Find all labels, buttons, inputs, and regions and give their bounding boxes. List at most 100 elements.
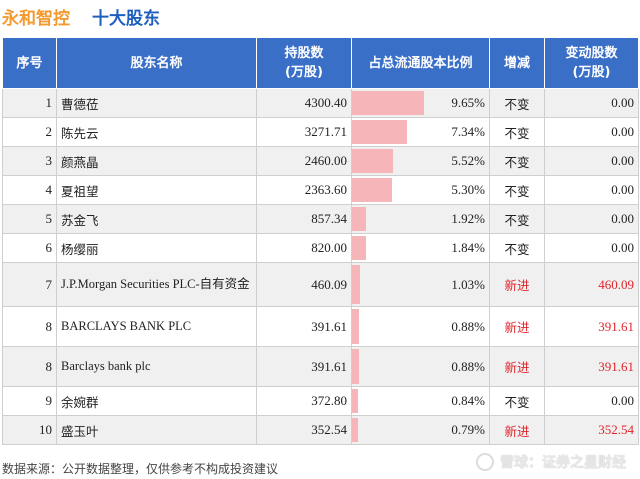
row-index: 5 xyxy=(2,204,57,234)
change-status: 新进 xyxy=(489,306,545,347)
table-row: 2 陈先云 3271.71 7.34% 不变 0.00 xyxy=(2,117,639,147)
shares-held: 460.09 xyxy=(256,262,352,307)
share-change: 391.61 xyxy=(544,346,639,387)
float-ratio-cell: 1.84% xyxy=(351,233,490,263)
share-change: 0.00 xyxy=(544,88,639,118)
row-index: 9 xyxy=(2,386,57,416)
ratio-bar xyxy=(352,149,394,173)
holder-name: J.P.Morgan Securities PLC-自有资金 xyxy=(56,262,257,307)
holder-name: 颜燕晶 xyxy=(56,146,257,176)
change-status: 不变 xyxy=(489,175,545,205)
change-status: 不变 xyxy=(489,88,545,118)
shares-held: 4300.40 xyxy=(256,88,352,118)
share-change: 0.00 xyxy=(544,386,639,416)
shares-held: 372.80 xyxy=(256,386,352,416)
change-status: 不变 xyxy=(489,204,545,234)
holder-name: 苏金飞 xyxy=(56,204,257,234)
ratio-value: 1.84% xyxy=(451,240,485,255)
shares-held: 2460.00 xyxy=(256,146,352,176)
float-ratio-cell: 7.34% xyxy=(351,117,490,147)
ratio-bar xyxy=(352,178,392,202)
ratio-value: 9.65% xyxy=(451,95,485,110)
ratio-bar xyxy=(352,389,359,413)
ratio-value: 0.88% xyxy=(451,358,485,374)
float-ratio-cell: 5.52% xyxy=(351,146,490,176)
holder-name: 曹德莅 xyxy=(56,88,257,118)
data-source-note: 数据来源：公开数据整理，仅供参考不构成投资建议 xyxy=(2,462,279,476)
change-status: 新进 xyxy=(489,262,545,307)
table-row: 8 Barclays bank plc 391.61 0.88% 新进 391.61 xyxy=(2,346,639,387)
holder-name: 杨缨丽 xyxy=(56,233,257,263)
float-ratio-cell: 0.88% xyxy=(351,346,490,387)
float-ratio-cell: 1.03% xyxy=(351,262,490,307)
float-ratio-cell: 5.30% xyxy=(351,175,490,205)
share-change: 352.54 xyxy=(544,415,639,445)
col-header-delta: 变动股数 (万股) xyxy=(544,37,639,89)
company-name: 永和智控 xyxy=(2,9,70,29)
table-row: 9 余婉群 372.80 0.84% 不变 0.00 xyxy=(2,386,639,416)
row-index: 8 xyxy=(2,346,57,387)
top-holders-table: 序号 股东名称 持股数 (万股) 占总流通股本比例 增减 变动股数 (万股) 1… xyxy=(2,37,639,445)
change-status: 不变 xyxy=(489,386,545,416)
change-status: 不变 xyxy=(489,146,545,176)
change-status: 不变 xyxy=(489,233,545,263)
section-title: 十大股东 xyxy=(92,9,160,29)
col-header-shares: 持股数 (万股) xyxy=(256,37,352,89)
col-header-change: 增减 xyxy=(489,37,545,89)
table-header-row: 序号 股东名称 持股数 (万股) 占总流通股本比例 增减 变动股数 (万股) xyxy=(2,37,639,89)
ratio-bar xyxy=(352,120,407,144)
share-change: 0.00 xyxy=(544,204,639,234)
shares-held: 2363.60 xyxy=(256,175,352,205)
row-index: 7 xyxy=(2,262,57,307)
share-change: 0.00 xyxy=(544,117,639,147)
row-index: 2 xyxy=(2,117,57,147)
table-row: 1 曹德莅 4300.40 9.65% 不变 0.00 xyxy=(2,88,639,118)
ratio-bar xyxy=(352,236,366,260)
ratio-value: 7.34% xyxy=(451,124,485,139)
share-change: 460.09 xyxy=(544,262,639,307)
holder-name: 陈先云 xyxy=(56,117,257,147)
ratio-bar xyxy=(352,349,359,384)
shares-held: 857.34 xyxy=(256,204,352,234)
table-row: 3 颜燕晶 2460.00 5.52% 不变 0.00 xyxy=(2,146,639,176)
row-index: 4 xyxy=(2,175,57,205)
shares-held: 3271.71 xyxy=(256,117,352,147)
change-status: 新进 xyxy=(489,415,545,445)
table-row: 4 夏祖望 2363.60 5.30% 不变 0.00 xyxy=(2,175,639,205)
shares-held: 391.61 xyxy=(256,346,352,387)
ratio-bar xyxy=(352,309,359,344)
col-header-ratio: 占总流通股本比例 xyxy=(351,37,490,89)
table-row: 8 BARCLAYS BANK PLC 391.61 0.88% 新进 391.61 xyxy=(2,306,639,347)
row-index: 3 xyxy=(2,146,57,176)
float-ratio-cell: 9.65% xyxy=(351,88,490,118)
brand-text: 雪球：证券之星财经 xyxy=(500,455,626,471)
share-change: 391.61 xyxy=(544,306,639,347)
row-index: 10 xyxy=(2,415,57,445)
title-bar: 永和智控 十大股东 xyxy=(0,0,640,32)
holder-name: BARCLAYS BANK PLC xyxy=(56,306,257,347)
ratio-value: 5.52% xyxy=(451,153,485,168)
holder-name: 盛玉叶 xyxy=(56,415,257,445)
ratio-value: 0.84% xyxy=(451,393,485,408)
table-row: 5 苏金飞 857.34 1.92% 不变 0.00 xyxy=(2,204,639,234)
table-row: 6 杨缨丽 820.00 1.84% 不变 0.00 xyxy=(2,233,639,263)
snowball-logo-icon xyxy=(476,453,494,471)
shares-held: 352.54 xyxy=(256,415,352,445)
ratio-bar xyxy=(352,265,360,304)
col-header-index: 序号 xyxy=(2,37,57,89)
shares-held: 391.61 xyxy=(256,306,352,347)
float-ratio-cell: 0.84% xyxy=(351,386,490,416)
share-change: 0.00 xyxy=(544,175,639,205)
ratio-value: 1.03% xyxy=(451,276,485,292)
float-ratio-cell: 0.88% xyxy=(351,306,490,347)
ratio-value: 5.30% xyxy=(451,182,485,197)
share-change: 0.00 xyxy=(544,146,639,176)
ratio-value: 0.79% xyxy=(451,422,485,437)
change-status: 新进 xyxy=(489,346,545,387)
holder-name: 夏祖望 xyxy=(56,175,257,205)
table-row: 7 J.P.Morgan Securities PLC-自有资金 460.09 1.0… xyxy=(2,262,639,307)
table-row: 10 盛玉叶 352.54 0.79% 新进 352.54 xyxy=(2,415,639,445)
col-header-holder: 股东名称 xyxy=(56,37,257,89)
float-ratio-cell: 0.79% xyxy=(351,415,490,445)
ratio-bar xyxy=(352,207,367,231)
